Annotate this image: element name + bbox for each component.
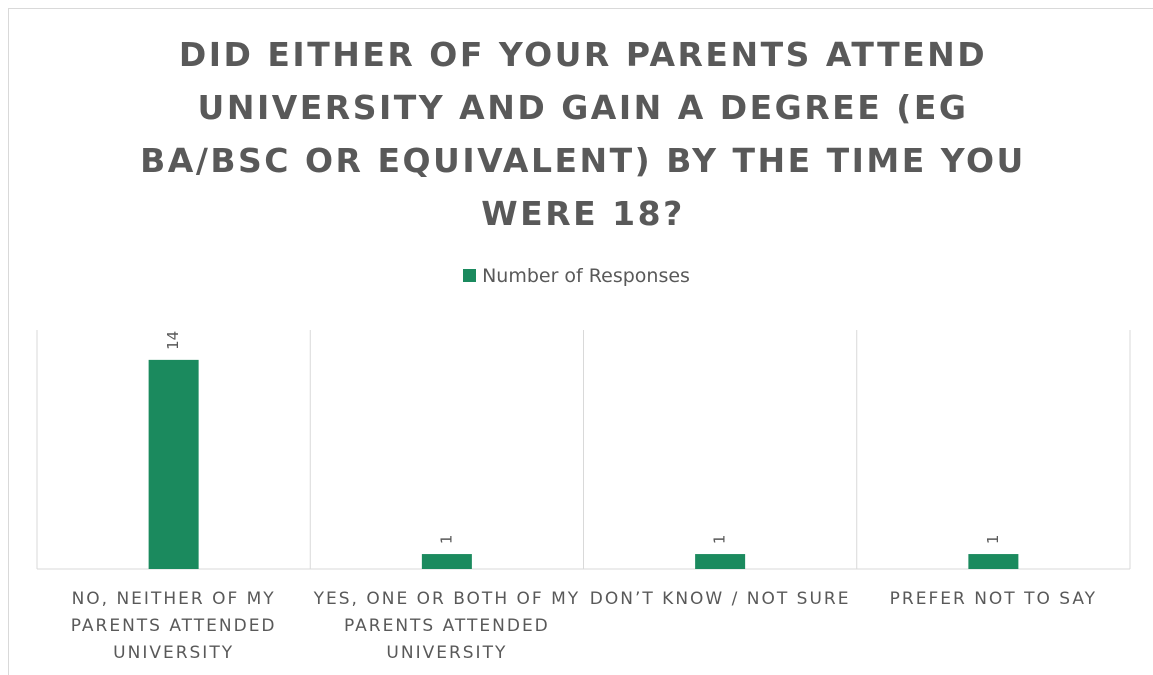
x-tick-label: NO, NEITHER OF MY PARENTS ATTENDED UNIVE… — [70, 589, 277, 663]
bar — [148, 359, 199, 569]
chart-title: DID EITHER OF YOUR PARENTS ATTEND UNIVER… — [140, 35, 1026, 233]
chart-frame — [8, 8, 1153, 675]
x-tick-label: YES, ONE OR BOTH OF MY PARENTS ATTENDED … — [313, 589, 581, 663]
data-label: 1 — [711, 535, 729, 545]
legend-label: Number of Responses — [482, 265, 690, 287]
bar — [695, 554, 746, 569]
legend-swatch — [463, 269, 477, 282]
legend: Number of Responses — [0, 265, 1153, 287]
bar — [968, 554, 1019, 569]
data-label: 14 — [164, 331, 182, 350]
x-tick-label: PREFER NOT TO SAY — [889, 589, 1098, 609]
x-tick-label: DON’T KNOW / NOT SURE — [589, 589, 851, 609]
data-label: 1 — [984, 535, 1002, 545]
bar — [421, 554, 472, 569]
data-label: 1 — [437, 535, 455, 545]
